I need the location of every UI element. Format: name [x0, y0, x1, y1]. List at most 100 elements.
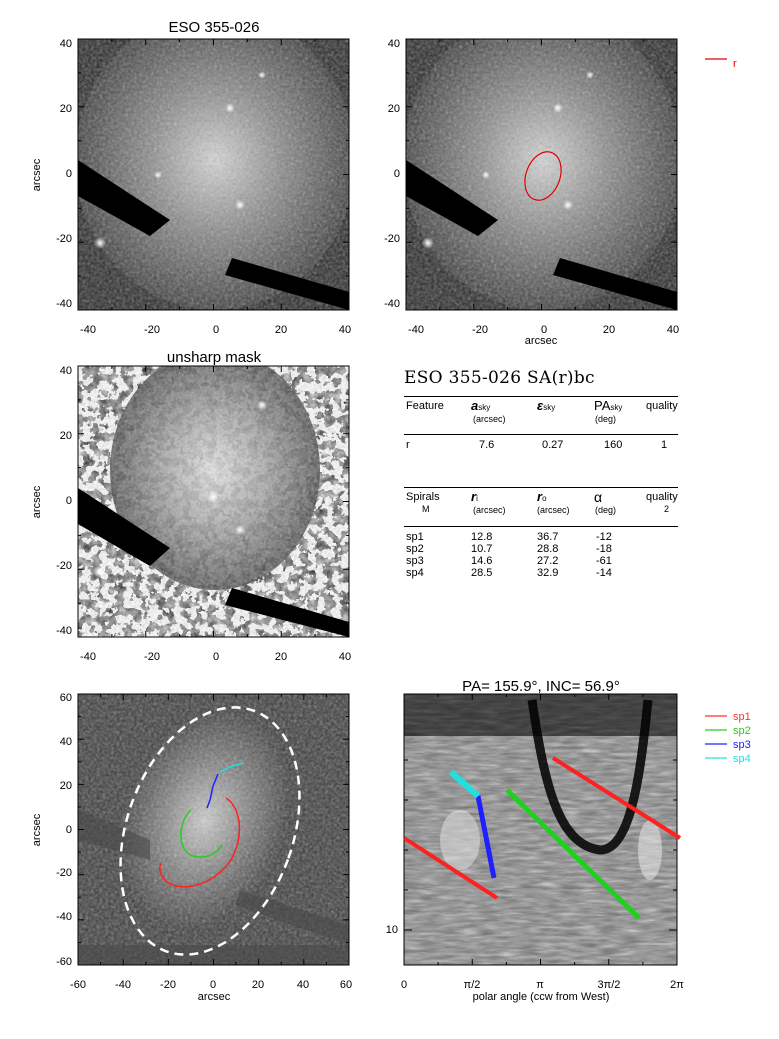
legend-sp3-label: sp3	[733, 739, 751, 751]
xlabel-p6: polar angle (ccw from West)	[473, 991, 610, 1003]
spiral-ro: 27.2	[537, 555, 559, 567]
col-ro-sub: o	[542, 494, 547, 503]
col-alpha: α	[594, 489, 603, 505]
p2-ytick: -40	[384, 298, 400, 310]
table-rule	[404, 434, 678, 435]
col-pa-symbol: PA	[594, 398, 611, 413]
col-ro-symbol: r	[537, 489, 543, 504]
col-a-symbol: a	[471, 398, 479, 413]
col-feature: Feature	[406, 400, 444, 412]
col-ro: ro	[537, 489, 547, 504]
legend-sp2-label: sp2	[733, 725, 751, 737]
p2-ytick: 0	[394, 168, 400, 180]
panel-unsharp	[78, 366, 349, 637]
quality-value: 2	[664, 504, 670, 514]
p3-xtick: -40	[80, 651, 96, 663]
feature-pa: 160	[604, 439, 623, 451]
p5-xtick: -40	[115, 979, 131, 991]
ring-ellipse	[524, 151, 562, 201]
col-quality2: quality	[646, 491, 678, 503]
polar-track-sp2	[505, 788, 641, 920]
p3-ytick: 20	[60, 430, 72, 442]
col-a-sub: sky	[478, 403, 491, 412]
title-polar: PA= 155.9°, INC= 56.9°	[462, 678, 620, 695]
col-ri-symbol: r	[471, 489, 477, 504]
p6-xtick: 3π/2	[598, 979, 621, 991]
p6-xtick: 0	[401, 979, 407, 991]
table-rule	[404, 526, 678, 527]
col-alpha-unit: (deg)	[595, 505, 617, 515]
col-ro-unit: (arcsec)	[537, 505, 570, 515]
spiral-name: sp4	[406, 567, 424, 579]
polar-track-sp3	[475, 795, 497, 879]
p5-ytick: 60	[60, 692, 72, 704]
disk-ellipse	[119, 706, 301, 956]
col-e-symbol: ε	[537, 398, 544, 413]
p5-ytick: 0	[66, 824, 72, 836]
spiral-ro: 36.7	[537, 531, 559, 543]
spiral-name: sp3	[406, 555, 424, 567]
legend-sp1-label: sp1	[733, 711, 751, 723]
p2-ytick: -20	[384, 233, 400, 245]
xlabel-p2: arcsec	[525, 335, 558, 347]
spiral-sp2	[180, 809, 223, 858]
p6-ytick: 10	[386, 924, 398, 936]
spiral-ro: 32.9	[537, 567, 559, 579]
p1-ytick: -20	[56, 233, 72, 245]
table-rule	[404, 396, 678, 397]
col-ri: ri	[471, 489, 478, 504]
col-e-sub: sky	[543, 403, 556, 412]
spiral-alpha: -12	[596, 531, 612, 543]
feature-e: 0.27	[542, 439, 564, 451]
p1-ytick: 40	[60, 38, 72, 50]
col-ri-unit: (arcsec)	[473, 505, 506, 515]
col-pa: PAsky	[594, 398, 622, 413]
p3-ytick: -20	[56, 560, 72, 572]
p5-xtick: 20	[252, 979, 264, 991]
p2-xtick: -40	[408, 324, 424, 336]
col-quality: quality	[646, 400, 678, 412]
p1-xtick: 0	[213, 324, 219, 336]
spiral-ri: 12.8	[471, 531, 493, 543]
axis-ticks	[77, 38, 678, 966]
xlabel-p5: arcsec	[198, 991, 231, 1003]
spiral-name: sp2	[406, 543, 424, 555]
polar-track-sp1b	[551, 756, 682, 840]
table-title: ESO 355-026 SA(r)bc	[404, 368, 595, 388]
p1-xtick: -20	[144, 324, 160, 336]
col-a-unit: (arcsec)	[473, 414, 506, 424]
p5-ytick: -20	[56, 867, 72, 879]
col-pa-unit: (deg)	[595, 414, 617, 424]
panel-ellipse	[406, 39, 677, 310]
table-rule	[404, 487, 678, 488]
p5-ytick: 20	[60, 780, 72, 792]
spiral-alpha: -18	[596, 543, 612, 555]
ylabel-p1: arcsec	[31, 158, 43, 191]
p1-xtick: 20	[275, 324, 287, 336]
col-pa-sub: sky	[610, 403, 623, 412]
p6-xtick: 2π	[670, 979, 684, 991]
spiral-alpha: -14	[596, 567, 612, 579]
title-unsharp: unsharp mask	[167, 349, 262, 366]
p3-xtick: 40	[339, 651, 351, 663]
col-a: asky	[471, 398, 490, 413]
p2-ytick: 20	[388, 103, 400, 115]
p2-xtick: 0	[541, 324, 547, 336]
p5-ytick: -40	[56, 911, 72, 923]
ylabel-p5: arcsec	[31, 813, 43, 846]
p3-xtick: 0	[213, 651, 219, 663]
spiral-alpha: -61	[596, 555, 612, 567]
p3-ytick: 0	[66, 495, 72, 507]
p6-xtick: π/2	[464, 979, 481, 991]
p2-xtick: -20	[472, 324, 488, 336]
spiral-ri: 28.5	[471, 567, 493, 579]
p1-ytick: 20	[60, 103, 72, 115]
p2-ytick: 40	[388, 38, 400, 50]
p1-ytick: 0	[66, 168, 72, 180]
spiral-name: sp1	[406, 531, 424, 543]
p2-xtick: 40	[667, 324, 679, 336]
p1-ytick: -40	[56, 298, 72, 310]
p5-ytick: -60	[56, 956, 72, 968]
legend-r-label: r	[733, 58, 737, 70]
panel-image	[78, 39, 349, 310]
